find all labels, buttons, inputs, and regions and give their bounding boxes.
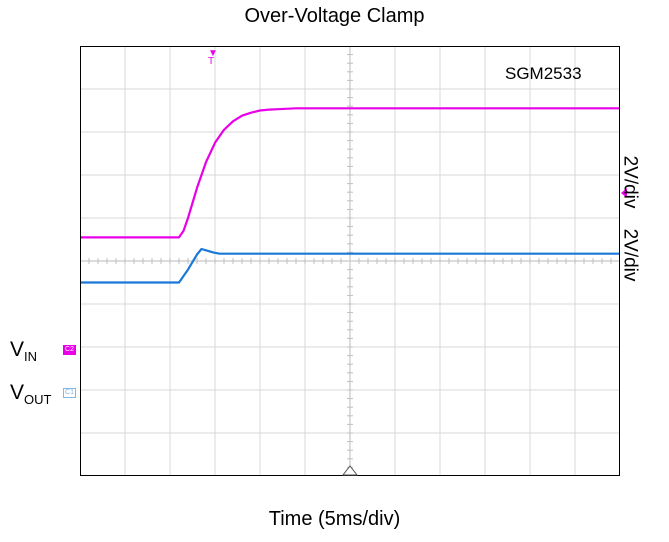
x-axis-label: Time (5ms/div) <box>268 508 401 530</box>
vout-channel-marker: C1 <box>63 388 76 398</box>
vout-trace <box>80 247 620 284</box>
vout-scale-label: 2V/div <box>619 228 641 282</box>
trigger-position-marker <box>341 465 359 476</box>
grid <box>79 45 621 477</box>
vout-channel-label: VOUT <box>10 381 51 407</box>
vin-channel-label: VIN <box>10 338 37 364</box>
vin-scale-label: 2V/div <box>619 155 641 209</box>
vout-label-sub: OUT <box>24 392 52 408</box>
vout-label-main: V <box>10 381 25 404</box>
trigger-level-marker-icon <box>621 188 627 198</box>
vin-label-sub: IN <box>24 349 38 365</box>
plot-area <box>79 45 621 477</box>
plot-svg <box>79 45 621 477</box>
chart-title: Over-Voltage Clamp <box>244 5 425 27</box>
traces <box>80 107 620 284</box>
vin-label-main: V <box>10 338 25 361</box>
vin-channel-marker: C2 <box>63 345 76 355</box>
device-model: SGM2533 <box>505 64 582 83</box>
vin-trace <box>80 107 620 239</box>
trigger-marker-icon: ▼ T <box>208 48 218 67</box>
